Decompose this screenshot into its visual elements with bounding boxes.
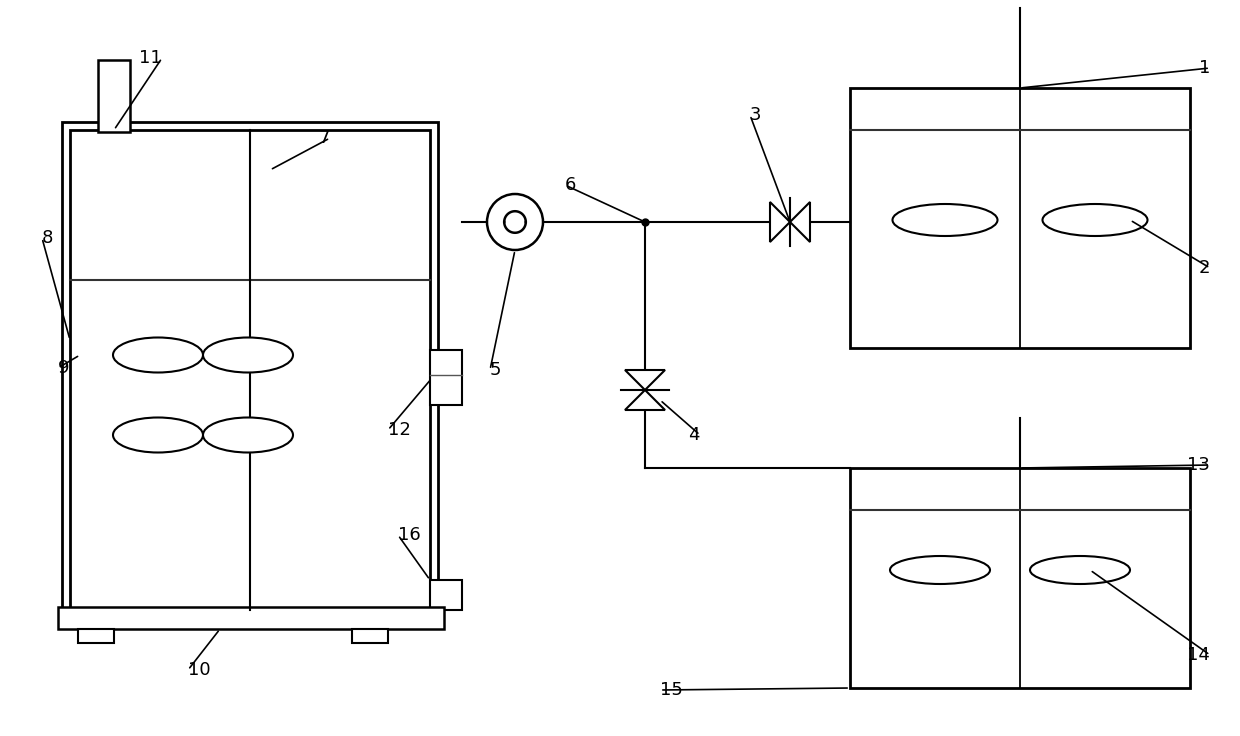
Bar (849, 468, 1190, 688)
Bar (98, 60, 130, 132)
Text: 7: 7 (319, 129, 330, 147)
Ellipse shape (1043, 204, 1147, 236)
Bar (430, 350, 463, 405)
Ellipse shape (893, 204, 997, 236)
Text: 8: 8 (42, 229, 53, 247)
Ellipse shape (203, 417, 293, 453)
Polygon shape (625, 390, 665, 410)
Text: 11: 11 (139, 49, 162, 67)
Text: 5: 5 (490, 361, 501, 379)
Ellipse shape (1030, 556, 1130, 584)
Text: 16: 16 (398, 526, 420, 544)
Bar (430, 580, 463, 610)
Polygon shape (625, 370, 665, 390)
Text: 2: 2 (1199, 259, 1210, 277)
Text: 13: 13 (1187, 456, 1210, 474)
Bar (58, 607, 444, 629)
Text: 4: 4 (688, 426, 701, 444)
Circle shape (487, 194, 543, 250)
Ellipse shape (113, 338, 203, 372)
Bar (62, 122, 438, 618)
Text: 9: 9 (58, 359, 69, 377)
Bar (849, 88, 1190, 348)
Text: 15: 15 (660, 681, 683, 699)
Ellipse shape (203, 338, 293, 372)
Ellipse shape (113, 417, 203, 453)
Text: 12: 12 (388, 421, 410, 439)
Text: 6: 6 (565, 176, 577, 194)
Polygon shape (770, 202, 790, 242)
Ellipse shape (890, 556, 990, 584)
Text: 3: 3 (750, 106, 761, 124)
Bar (69, 130, 430, 610)
Polygon shape (790, 202, 810, 242)
Bar (352, 629, 388, 643)
Text: 14: 14 (1187, 646, 1210, 664)
Text: 10: 10 (188, 661, 211, 679)
Bar (78, 629, 114, 643)
Text: 1: 1 (1199, 59, 1210, 77)
